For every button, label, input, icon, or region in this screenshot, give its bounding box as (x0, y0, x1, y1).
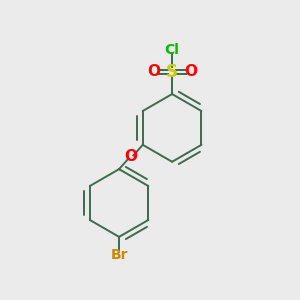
Text: S: S (166, 63, 178, 81)
Text: O: O (124, 149, 137, 164)
Text: O: O (184, 64, 197, 80)
Text: O: O (147, 64, 160, 80)
Text: Cl: Cl (165, 43, 179, 57)
Text: Br: Br (110, 248, 128, 262)
